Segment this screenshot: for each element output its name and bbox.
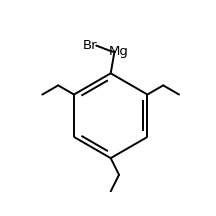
Text: Mg: Mg (109, 45, 129, 58)
Text: Br: Br (83, 39, 97, 52)
